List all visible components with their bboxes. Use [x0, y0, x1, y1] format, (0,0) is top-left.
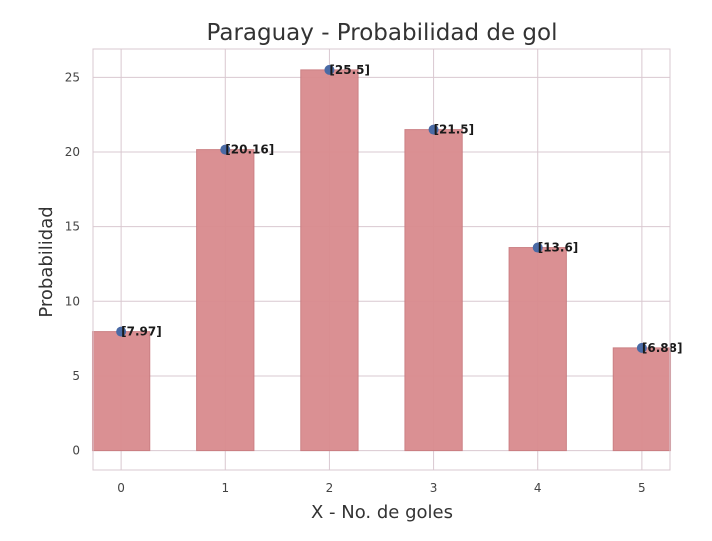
data-point-5 — [636, 342, 647, 353]
plot-frame — [92, 48, 671, 471]
data-point-0 — [116, 326, 127, 337]
y-tick-label-20: 20 — [65, 145, 80, 159]
bar-1 — [196, 149, 255, 452]
x-axis-label: X - No. de goles — [311, 502, 453, 523]
x-tick-label-5: 5 — [638, 481, 646, 495]
bar-2 — [300, 69, 359, 452]
bar-4 — [508, 247, 567, 452]
data-label-4: [13.6] — [538, 241, 579, 255]
x-tick-label-3: 3 — [430, 481, 438, 495]
bar-3 — [404, 129, 463, 452]
data-label-0: [7.97] — [121, 325, 162, 339]
data-point-4 — [532, 242, 543, 253]
y-tick-label-0: 0 — [72, 444, 80, 458]
y-tick-label-5: 5 — [72, 369, 80, 383]
y-axis-label: Probabilidad — [36, 206, 57, 317]
bar-0 — [91, 331, 151, 452]
x-tick-label-4: 4 — [534, 481, 542, 495]
data-point-1 — [220, 144, 231, 155]
data-label-1: [20.16] — [225, 143, 274, 157]
bar-5 — [612, 347, 672, 452]
y-tick-label-15: 15 — [65, 220, 80, 234]
data-label-5: [6.88] — [642, 341, 683, 355]
x-tick-label-0: 0 — [117, 481, 125, 495]
data-point-3 — [428, 124, 439, 135]
data-label-3: [21.5] — [434, 123, 475, 137]
y-tick-label-10: 10 — [65, 294, 80, 308]
data-label-2: [25.5] — [329, 63, 370, 77]
x-tick-label-2: 2 — [326, 481, 334, 495]
y-tick-label-25: 25 — [65, 70, 80, 84]
plot-area: [7.97] [20.16] [25.5] [21.5] [13.6] [6.88] 0 1 2… — [65, 48, 683, 495]
x-tick-label-1: 1 — [221, 481, 229, 495]
chart-title: Paraguay - Probabilidad de gol — [207, 20, 558, 46]
data-point-2 — [324, 64, 335, 75]
